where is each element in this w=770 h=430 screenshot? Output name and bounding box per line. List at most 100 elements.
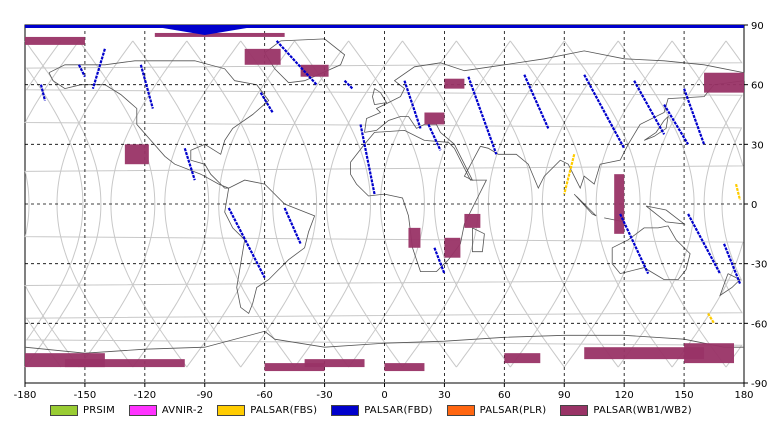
- swath-palsar-wb: [504, 353, 541, 364]
- x-tick-label: 60: [498, 390, 511, 401]
- y-tick-label: 90: [751, 21, 764, 32]
- orbit-track: [563, 40, 641, 368]
- coastline: [719, 273, 741, 297]
- swath-palsar-fbd: [275, 40, 318, 86]
- coastline: [611, 225, 691, 280]
- orbit-track: [240, 40, 318, 368]
- x-tick-label: -60: [256, 390, 272, 401]
- orbit-track: [186, 40, 264, 368]
- legend-swatch: [128, 404, 157, 416]
- orbit-track: [78, 40, 156, 368]
- swath-palsar-wb: [444, 78, 465, 89]
- swath-palsar-wb: [244, 48, 281, 65]
- legend-swatch: [560, 404, 589, 416]
- coastline: [643, 115, 669, 141]
- orbit-track: [294, 40, 372, 368]
- swath-palsar-wb: [384, 363, 425, 372]
- swath-palsar-wb: [304, 359, 365, 368]
- swath-palsar-wb: [124, 144, 149, 165]
- x-tick-label: 180: [734, 390, 753, 401]
- swath-palsar-wb: [424, 112, 445, 125]
- swath-palsar-fbd: [633, 80, 666, 135]
- y-tick-label: -30: [751, 260, 767, 271]
- orbit-track: [509, 40, 587, 368]
- x-tick-label: 90: [558, 390, 571, 401]
- swath-palsar-wb: [64, 359, 185, 368]
- swath-palsar-fbd: [723, 243, 742, 284]
- swath-palsar-fbd: [683, 88, 706, 145]
- swath-palsar-wb: [584, 347, 705, 360]
- swath-palsar-fbd: [619, 213, 650, 275]
- legend: PRSIM AVNIR-2 PALSAR(FBS) PALSAR(FBD) PALSAR…: [50, 402, 706, 418]
- legend-label: AVNIR-2: [161, 404, 204, 416]
- swath-palsar-fbd: [39, 84, 47, 101]
- legend-label: PALSAR(FBS): [250, 404, 318, 416]
- x-tick-label: -90: [197, 390, 213, 401]
- swath-palsar-fbd-polar: [144, 25, 265, 35]
- orbit-track: [25, 40, 743, 368]
- swath-palsar-fbd: [139, 64, 154, 109]
- swath-palsar-fbd: [91, 48, 106, 89]
- y-tick-label: 60: [751, 81, 764, 92]
- legend-swatch: [331, 404, 360, 416]
- legend-label: PALSAR(FBD): [364, 404, 433, 416]
- latitude-ticks: 90 60 30 0 -30 -60 -90: [744, 21, 767, 390]
- orbit-track: [402, 40, 479, 368]
- swath-palsar-fbd: [433, 247, 446, 275]
- swath-palsar-fbd: [403, 80, 422, 129]
- swath-palsar-fbd: [427, 123, 442, 151]
- swath-palsar-wb: [444, 237, 461, 258]
- x-tick-label: 0: [381, 390, 387, 401]
- swath-palsar-fbd: [343, 79, 354, 90]
- longitude-ticks: -180 -150 -120 -90 -60 -30 0 30 60 90 120 150 180: [14, 383, 754, 401]
- coastline: [472, 227, 485, 253]
- legend-label: PALSAR(WB1/WB2): [593, 404, 692, 416]
- x-tick-label: -150: [74, 390, 97, 401]
- swath-palsar-fbd: [227, 207, 266, 279]
- x-tick-label: -180: [14, 390, 37, 401]
- y-tick-label: -90: [751, 379, 767, 390]
- orbit-track: [132, 40, 210, 368]
- swath-palsar-fbd: [583, 74, 626, 149]
- coastline: [364, 50, 745, 190]
- legend-swatch: [217, 404, 246, 416]
- legend-item: PALSAR(FBD): [331, 404, 433, 416]
- x-tick-label: 150: [675, 390, 694, 401]
- swath-palsar-wb: [614, 174, 625, 234]
- coastline: [350, 129, 488, 272]
- swath-palsar-wb: [408, 227, 421, 248]
- swath-palsar-fbd: [77, 64, 86, 78]
- coastline: [372, 87, 388, 105]
- observation-swaths: [25, 25, 744, 372]
- swath-palsar-fbs: [563, 154, 576, 195]
- swath-palsar-fbd-polar: [25, 25, 744, 28]
- legend-item: PALSAR(WB1/WB2): [560, 404, 692, 416]
- y-tick-label: -60: [751, 319, 767, 330]
- swath-palsar-wb: [464, 213, 481, 228]
- swath-palsar-wb: [684, 343, 735, 364]
- legend-item: PRSIM: [50, 404, 115, 416]
- legend-item: PALSAR(FBS): [217, 404, 318, 416]
- swath-palsar-wb: [25, 36, 85, 45]
- orbit-track: [455, 40, 533, 368]
- x-tick-label: 30: [438, 390, 451, 401]
- swath-palsar-fbd: [523, 74, 550, 129]
- legend-item: AVNIR-2: [128, 404, 204, 416]
- orbit-track: [24, 40, 102, 368]
- y-tick-label: 30: [751, 140, 764, 151]
- legend-item: PALSAR(PLR): [446, 404, 547, 416]
- swath-palsar-fbd: [183, 147, 196, 181]
- x-tick-label: -120: [133, 390, 156, 401]
- swath-palsar-wb: [300, 64, 329, 77]
- y-tick-label: 0: [751, 200, 757, 211]
- orbit-track: [617, 40, 695, 368]
- x-tick-label: -30: [316, 390, 332, 401]
- swath-palsar-fbd: [283, 207, 302, 245]
- swath-palsar-fbd: [687, 213, 722, 275]
- swath-palsar-fbd: [467, 76, 498, 155]
- swath-palsar-fbd: [663, 103, 690, 145]
- legend-label: PRSIM: [83, 404, 115, 416]
- swath-palsar-wb: [704, 72, 744, 93]
- legend-swatch: [446, 404, 475, 416]
